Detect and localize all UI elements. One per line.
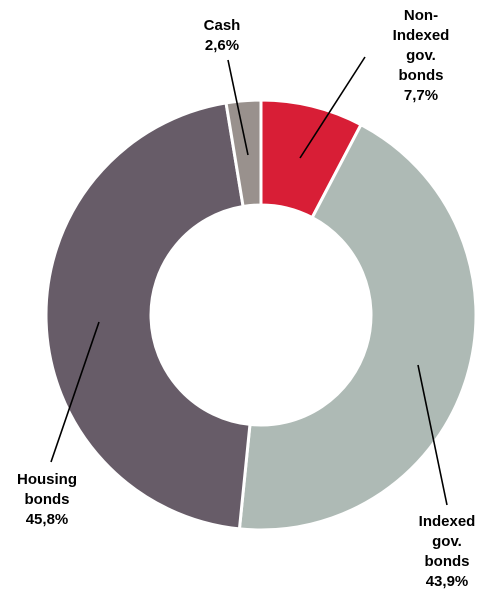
slice-label-line: gov.: [406, 47, 436, 64]
slice-label-3: Housing bonds 45,8%: [17, 471, 77, 528]
slices-group: [44, 98, 478, 532]
slice-label-line: Indexed: [393, 27, 450, 44]
slice-value-label: 7,7%: [404, 87, 438, 104]
leader-line-3: [50, 321, 100, 463]
slice-indexed-gov-bonds: [237, 122, 478, 532]
slice-label-4: Cash 2,6%: [204, 17, 241, 54]
leader-lines-group: [50, 56, 448, 506]
slice-value-label: 45,8%: [26, 511, 69, 528]
slice-label-line: bonds: [399, 67, 444, 84]
slice-value-label: 2,6%: [205, 37, 239, 54]
labels-group: Non- Indexed gov. bonds 7,7% Indexed gov. bonds…: [17, 7, 475, 590]
leader-line-4: [227, 59, 249, 156]
slice-label-1: Non- Indexed gov. bonds 7,7%: [393, 7, 450, 104]
slice-label-line: bonds: [25, 491, 70, 508]
slice-label-line: gov.: [432, 533, 462, 550]
leader-line-2: [417, 364, 448, 506]
slice-label-line: Indexed: [419, 513, 476, 530]
slice-label-line: bonds: [425, 553, 470, 570]
slice-cash: [224, 98, 263, 209]
slice-label-line: Cash: [204, 17, 241, 34]
slice-label-line: Non-: [404, 7, 438, 24]
leader-line-1: [299, 56, 366, 159]
slice-housing-bonds: [44, 101, 252, 531]
slice-label-2: Indexed gov. bonds 43,9%: [419, 513, 476, 590]
slice-label-line: Housing: [17, 471, 77, 488]
slice-value-label: 43,9%: [426, 573, 469, 590]
